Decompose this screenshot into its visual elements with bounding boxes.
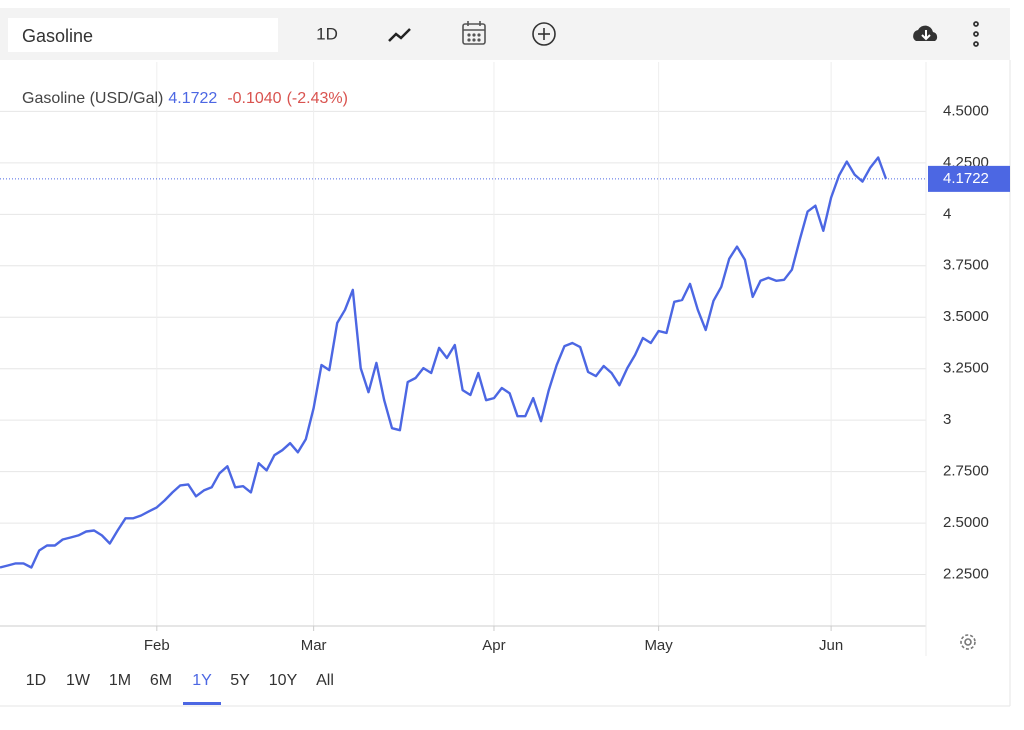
y-tick-label: 3.7500	[943, 257, 989, 274]
range-button[interactable]: 1D	[26, 672, 46, 689]
range-button[interactable]: 6M	[150, 672, 172, 689]
settings-icon[interactable]	[960, 634, 976, 650]
range-button[interactable]: 1W	[66, 672, 91, 689]
last-price-tag	[928, 165, 1010, 192]
y-tick-label: 4	[943, 205, 951, 222]
price-line	[0, 156, 888, 569]
symbol-box[interactable]	[8, 18, 278, 52]
chart-type-icon[interactable]	[388, 28, 411, 42]
download-icon[interactable]	[913, 25, 938, 41]
range-button[interactable]: 10Y	[269, 672, 298, 689]
legend-change-percent: (-2.43%)	[287, 90, 348, 107]
legend-name: Gasoline (USD/Gal)	[22, 90, 163, 107]
x-tick-label: Feb	[144, 637, 170, 654]
range-button[interactable]: All	[316, 672, 334, 689]
y-tick-label: 3.5000	[943, 308, 989, 325]
grid	[0, 62, 926, 626]
range-button[interactable]: 1M	[109, 672, 131, 689]
y-tick-label: 2.5000	[943, 514, 989, 531]
x-tick-label: Apr	[482, 637, 505, 654]
last-price-label: 4.1722	[943, 170, 989, 187]
legend-change: -0.1040	[227, 90, 281, 107]
legend-price: 4.1722	[168, 90, 217, 107]
y-tick-label: 3.2500	[943, 360, 989, 377]
interval-button[interactable]: 1D	[316, 24, 338, 43]
x-tick-label: Mar	[301, 637, 327, 654]
add-indicator-icon[interactable]	[532, 22, 556, 46]
y-tick-label: 2.2500	[943, 566, 989, 583]
y-tick-label: 3	[943, 411, 951, 428]
range-button[interactable]: 1Y	[192, 672, 212, 689]
calendar-icon[interactable]	[462, 21, 486, 45]
x-tick-label: May	[644, 637, 673, 654]
y-tick-label: 4.5000	[943, 102, 989, 119]
symbol[interactable]: Gasoline	[22, 26, 93, 46]
y-tick-label: 2.7500	[943, 463, 989, 480]
x-tick-label: Jun	[819, 637, 843, 654]
legend: Gasoline (USD/Gal) 4.1722 -0.1040 (-2.43%)	[22, 90, 348, 107]
range-selected-underline	[183, 702, 221, 705]
range-button[interactable]: 5Y	[230, 672, 250, 689]
menu-icon[interactable]	[973, 21, 979, 47]
